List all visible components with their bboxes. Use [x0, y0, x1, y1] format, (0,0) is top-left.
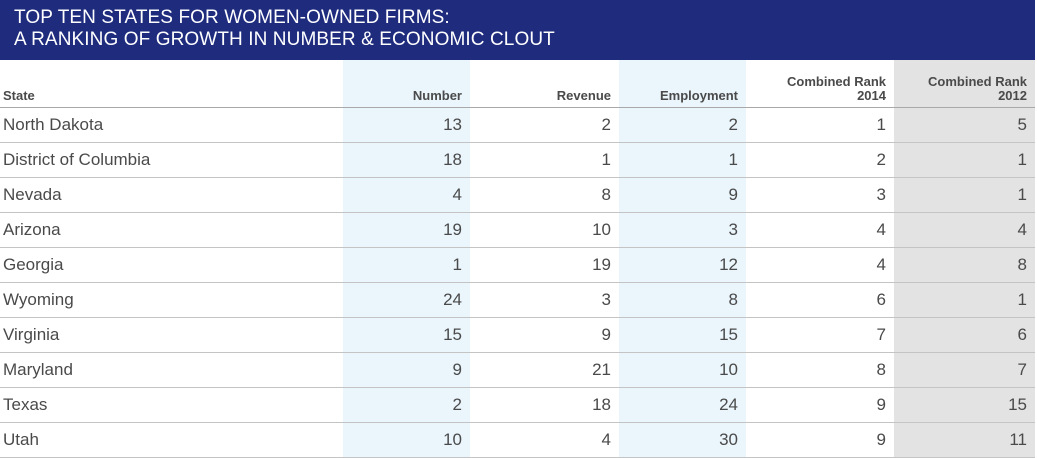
rank2014-cell: 6	[746, 282, 894, 318]
table-row: Arizona 19 10 3 4 4	[0, 212, 1035, 248]
table-row: Texas 2 18 24 9 15	[0, 387, 1035, 423]
table-row: North Dakota 13 2 2 1 5	[0, 107, 1035, 143]
rank2014-cell: 1	[746, 107, 894, 143]
rank2012-cell: 8	[894, 247, 1035, 283]
title-line-1: TOP TEN STATES FOR WOMEN-OWNED FIRMS:	[14, 7, 450, 28]
rank2012-cell: 5	[894, 107, 1035, 143]
number-cell: 13	[343, 107, 470, 143]
state-name-cell: Wyoming	[0, 282, 343, 318]
rank2012-cell: 1	[894, 282, 1035, 318]
column-header-rank2012: Combined Rank 2012	[894, 60, 1035, 108]
state-name-cell: Texas	[0, 387, 343, 423]
number-cell: 10	[343, 422, 470, 458]
column-header-employment: Employment	[619, 60, 746, 108]
employment-cell: 3	[619, 212, 746, 248]
rankings-table: State Number Revenue Employment Combined Ran…	[0, 60, 1035, 458]
revenue-cell: 1	[470, 142, 619, 178]
state-name-cell: Georgia	[0, 247, 343, 283]
number-cell: 9	[343, 352, 470, 388]
employment-cell: 24	[619, 387, 746, 423]
column-header-number: Number	[343, 60, 470, 108]
number-cell: 1	[343, 247, 470, 283]
column-header-rank2014: Combined Rank 2014	[746, 60, 894, 108]
state-name-cell: Nevada	[0, 177, 343, 213]
revenue-cell: 2	[470, 107, 619, 143]
rank2014-cell: 9	[746, 422, 894, 458]
state-name-cell: North Dakota	[0, 107, 343, 143]
revenue-cell: 9	[470, 317, 619, 353]
rank2012-cell: 4	[894, 212, 1035, 248]
state-name-cell: District of Columbia	[0, 142, 343, 178]
rank2012-cell: 1	[894, 142, 1035, 178]
column-header-label: Number	[412, 88, 462, 103]
rank2012-cell: 6	[894, 317, 1035, 353]
revenue-cell: 4	[470, 422, 619, 458]
rank2014-cell: 2	[746, 142, 894, 178]
rank2014-cell: 4	[746, 247, 894, 283]
number-cell: 18	[343, 142, 470, 178]
column-header-label: State	[3, 88, 35, 103]
table-row: Virginia 15 9 15 7 6	[0, 317, 1035, 353]
column-header-label: Employment	[659, 88, 738, 103]
employment-cell: 9	[619, 177, 746, 213]
rank2014-cell: 9	[746, 387, 894, 423]
number-cell: 2	[343, 387, 470, 423]
rank2012-cell: 11	[894, 422, 1035, 458]
column-header-label: 2012	[998, 88, 1027, 103]
column-header-label: Combined Rank	[928, 74, 1027, 89]
table-header: State Number Revenue Employment Combined Ran…	[0, 60, 1035, 108]
table-row: Wyoming 24 3 8 6 1	[0, 282, 1035, 318]
table-row: Utah 10 4 30 9 11	[0, 422, 1035, 458]
number-cell: 24	[343, 282, 470, 318]
employment-cell: 12	[619, 247, 746, 283]
employment-cell: 2	[619, 107, 746, 143]
number-cell: 15	[343, 317, 470, 353]
revenue-cell: 8	[470, 177, 619, 213]
revenue-cell: 21	[470, 352, 619, 388]
table-row: Maryland 9 21 10 8 7	[0, 352, 1035, 388]
table-row: District of Columbia 18 1 1 2 1	[0, 142, 1035, 178]
column-header-label: Combined Rank	[787, 74, 886, 89]
employment-cell: 8	[619, 282, 746, 318]
state-name-cell: Virginia	[0, 317, 343, 353]
revenue-cell: 19	[470, 247, 619, 283]
rank2014-cell: 4	[746, 212, 894, 248]
employment-cell: 15	[619, 317, 746, 353]
table-row: Georgia 1 19 12 4 8	[0, 247, 1035, 283]
revenue-cell: 10	[470, 212, 619, 248]
rank2012-cell: 15	[894, 387, 1035, 423]
table-row: Nevada 4 8 9 3 1	[0, 177, 1035, 213]
rank2014-cell: 3	[746, 177, 894, 213]
column-header-state: State	[0, 60, 343, 108]
rank2014-cell: 7	[746, 317, 894, 353]
column-header-label: Revenue	[556, 88, 611, 103]
header-row: State Number Revenue Employment Combined Ran…	[0, 60, 1035, 108]
title-line-2: A RANKING OF GROWTH IN NUMBER & ECONOMIC…	[14, 29, 555, 50]
employment-cell: 10	[619, 352, 746, 388]
employment-cell: 1	[619, 142, 746, 178]
rank2014-cell: 8	[746, 352, 894, 388]
table-body: North Dakota 13 2 2 1 5 District of Columbia 18…	[0, 107, 1035, 458]
employment-cell: 30	[619, 422, 746, 458]
column-header-revenue: Revenue	[470, 60, 619, 108]
state-name-cell: Maryland	[0, 352, 343, 388]
revenue-cell: 18	[470, 387, 619, 423]
state-name-cell: Arizona	[0, 212, 343, 248]
rank2012-cell: 7	[894, 352, 1035, 388]
number-cell: 4	[343, 177, 470, 213]
revenue-cell: 3	[470, 282, 619, 318]
rank2012-cell: 1	[894, 177, 1035, 213]
state-name-cell: Utah	[0, 422, 343, 458]
table-title-bar: TOP TEN STATES FOR WOMEN-OWNED FIRMS: A …	[0, 0, 1035, 60]
column-header-label: 2014	[857, 88, 886, 103]
number-cell: 19	[343, 212, 470, 248]
